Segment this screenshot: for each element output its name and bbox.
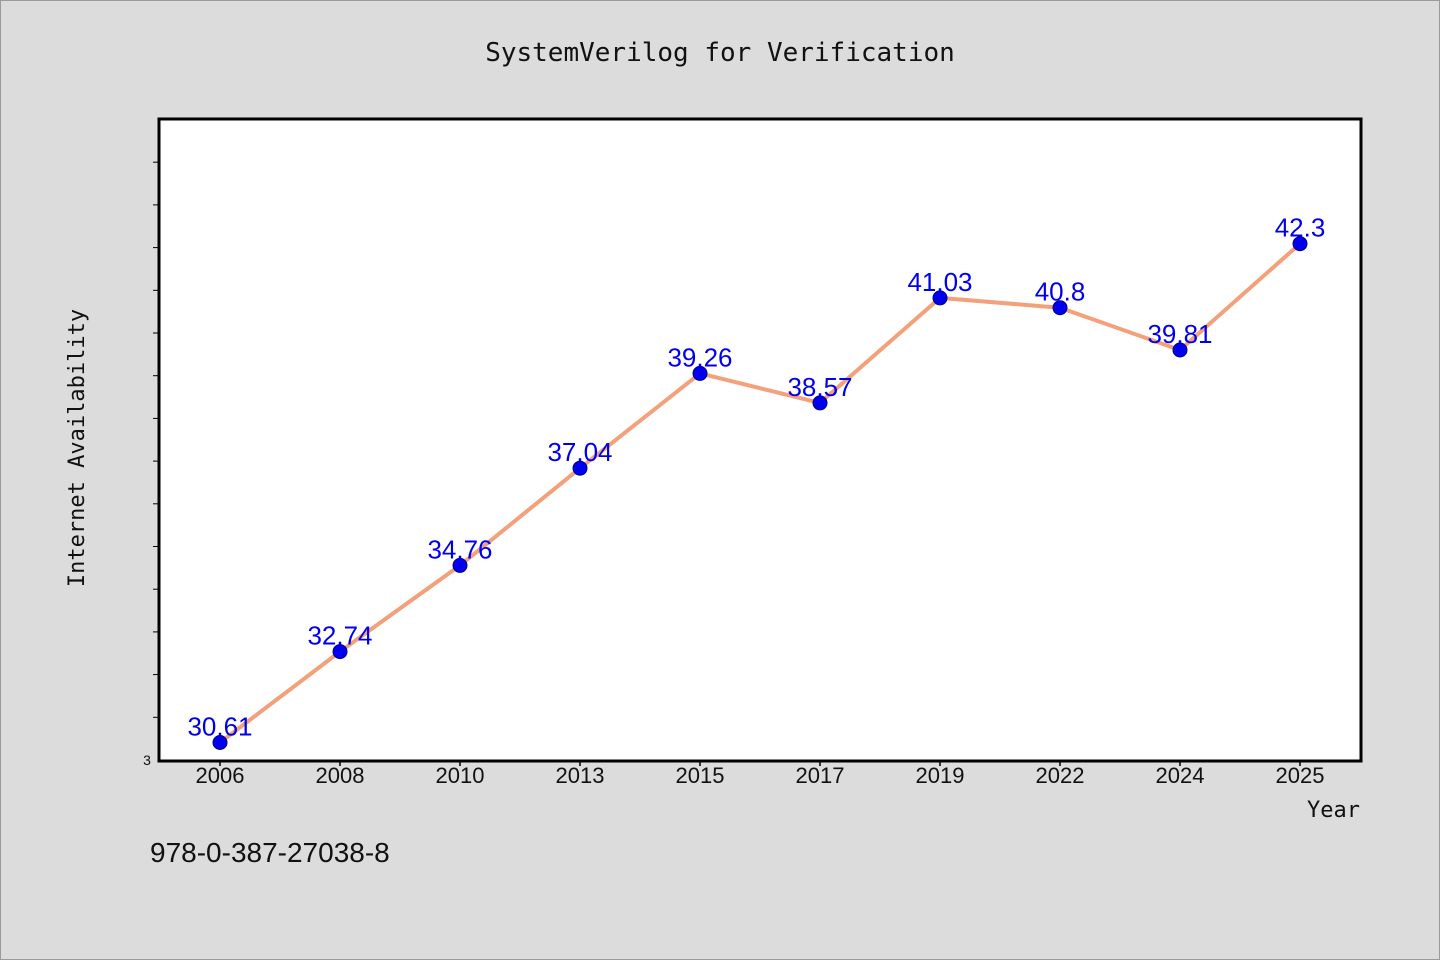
data-point [932, 290, 948, 306]
data-label: 37.04 [547, 437, 612, 467]
data-label: 39.26 [667, 342, 732, 372]
isbn-footnote: 978-0-387-27038-8 [150, 837, 390, 868]
data-labels: 30.61 32.74 34.76 37.04 39.26 38.57 41.03 40.8 3… [187, 213, 1325, 742]
x-axis-tick-labels: 2006 2008 2010 2013 2015 2017 2019 2022 2024 2025 [196, 763, 1325, 788]
x-tick-label: 2010 [436, 763, 485, 788]
data-label: 38.57 [787, 372, 852, 402]
data-point [1292, 236, 1308, 252]
x-tick-label: 2024 [1156, 763, 1205, 788]
x-tick-label: 2025 [1276, 763, 1325, 788]
x-tick-label: 2015 [676, 763, 725, 788]
series-markers [212, 236, 1308, 750]
x-axis-ticks [219, 760, 1301, 766]
data-point [692, 365, 708, 381]
data-point [572, 460, 588, 476]
x-tick-label: 2013 [556, 763, 605, 788]
x-tick-label: 2017 [796, 763, 845, 788]
data-label: 41.03 [907, 267, 972, 297]
y-axis-ticks [153, 161, 160, 718]
x-tick-label: 2019 [916, 763, 965, 788]
data-label: 32.74 [307, 621, 372, 651]
x-tick-label: 2006 [196, 763, 245, 788]
data-point [332, 644, 348, 660]
data-label: 39.81 [1147, 319, 1212, 349]
x-tick-label: 2008 [316, 763, 365, 788]
y-axis-min-label: 3 [143, 752, 151, 768]
data-point [812, 395, 828, 411]
data-point [1172, 342, 1188, 358]
data-label: 42.3 [1275, 213, 1326, 243]
data-point [452, 557, 468, 573]
plot-area [157, 117, 1363, 763]
y-axis-label: Internet Availability [65, 309, 90, 587]
chart-title: SystemVerilog for Verification [485, 38, 955, 68]
data-label: 40.8 [1035, 277, 1086, 307]
data-point [212, 735, 228, 750]
x-tick-label: 2022 [1036, 763, 1085, 788]
data-label: 34.76 [427, 534, 492, 564]
data-label: 30.61 [187, 712, 252, 742]
data-point [1052, 300, 1068, 316]
series-line [218, 241, 1302, 745]
x-axis-label: Year [1307, 798, 1360, 823]
